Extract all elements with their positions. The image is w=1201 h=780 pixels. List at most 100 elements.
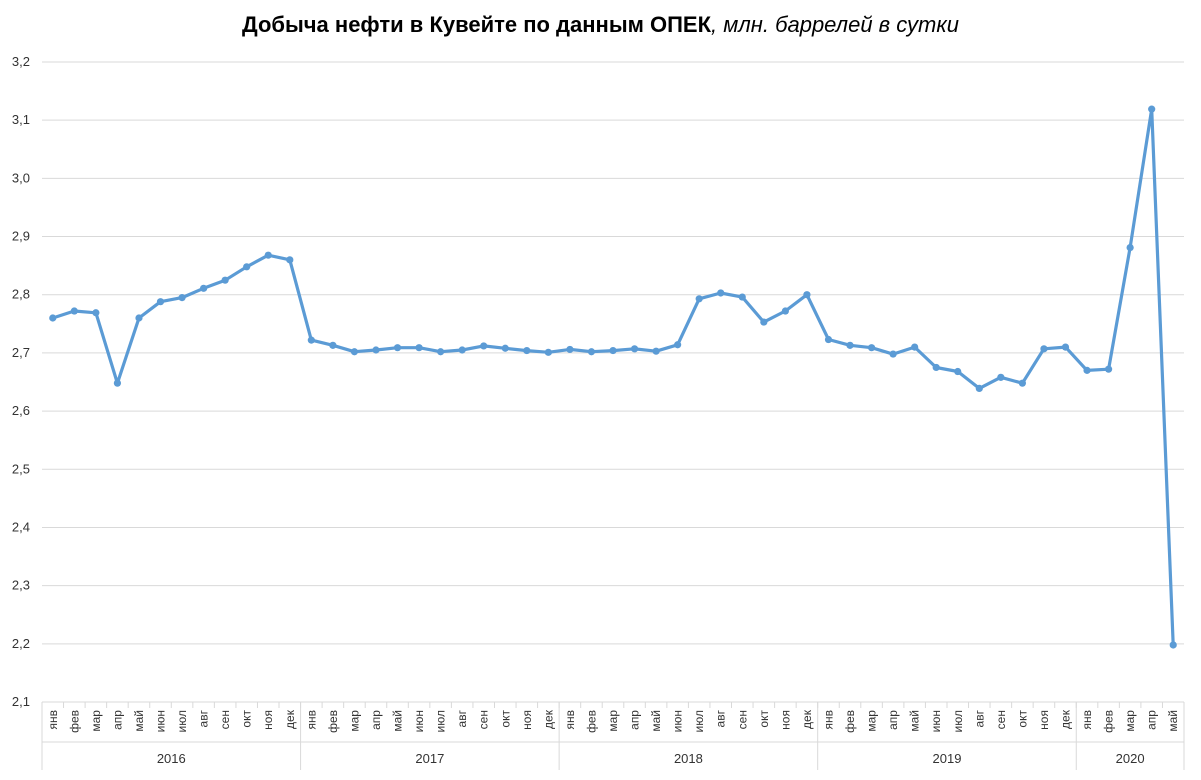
- y-axis: 2,1 2,2 2,3 2,4 2,5 2,6 2,7 2,8 2,9 3,0 3,1 3,2: [12, 54, 30, 709]
- data-point: [1040, 345, 1048, 353]
- data-point: [329, 341, 337, 349]
- x-tick-label: май: [908, 710, 922, 732]
- data-point: [587, 348, 596, 356]
- data-point: [911, 343, 919, 351]
- chart-title-unit: , млн. баррелей в сутки: [711, 12, 959, 37]
- data-point: [544, 348, 552, 356]
- data-point: [264, 251, 272, 259]
- x-tick-label: дек: [800, 709, 814, 729]
- x-tick-label: фев: [843, 710, 857, 733]
- x-tick-label: апр: [628, 710, 642, 730]
- data-point: [652, 347, 660, 355]
- y-tick-label: 2,6: [12, 403, 30, 418]
- data-point: [1126, 244, 1134, 252]
- x-tick-label: сен: [735, 710, 749, 729]
- x-tick-label: фев: [326, 710, 340, 733]
- data-point: [975, 384, 983, 392]
- data-point: [156, 298, 165, 306]
- y-tick-label: 2,3: [12, 578, 30, 593]
- y-tick-label: 2,1: [12, 694, 30, 709]
- x-tick-label: дек: [541, 709, 555, 729]
- x-tick-label: май: [1166, 710, 1180, 732]
- data-point: [501, 344, 509, 352]
- x-tick-label: мар: [865, 710, 879, 732]
- x-tick-label: ноя: [1037, 710, 1051, 730]
- y-tick-label: 2,7: [12, 345, 30, 360]
- year-label: 2017: [415, 751, 444, 766]
- x-tick-label: янв: [821, 710, 835, 730]
- x-tick-label: фев: [67, 710, 81, 733]
- x-tick-label: июл: [692, 710, 706, 732]
- data-point: [178, 294, 186, 302]
- x-tick-label: авг: [972, 709, 986, 727]
- y-tick-label: 2,5: [12, 461, 30, 476]
- x-tick-label: авг: [714, 709, 728, 727]
- x-tick-label: ноя: [520, 710, 534, 730]
- x-tick-label: дек: [1058, 709, 1072, 729]
- x-tick-label: фев: [584, 710, 598, 733]
- x-tick-label: апр: [110, 710, 124, 730]
- data-point: [221, 276, 229, 284]
- x-tick-label: апр: [369, 710, 383, 730]
- data-point: [307, 336, 315, 344]
- x-tick-label: фев: [1102, 710, 1116, 733]
- data-point: [113, 379, 122, 387]
- x-tick-label: май: [132, 710, 146, 732]
- y-tick-label: 2,2: [12, 636, 30, 651]
- x-tick-label: окт: [757, 710, 771, 728]
- x-tick-label: сен: [218, 710, 232, 729]
- x-tick-label: июл: [951, 710, 965, 732]
- x-tick-label: июн: [154, 710, 168, 732]
- data-point: [803, 291, 811, 299]
- data-point: [630, 345, 639, 353]
- data-point: [889, 350, 897, 358]
- x-tick-label: мар: [606, 710, 620, 732]
- data-point: [674, 341, 682, 349]
- x-tick-label: сен: [477, 710, 491, 729]
- data-point: [997, 373, 1005, 381]
- x-tick-label: янв: [304, 710, 318, 730]
- x-tick-label: июн: [671, 710, 685, 732]
- data-point: [286, 256, 294, 264]
- chart-title: Добыча нефти в Кувейте по данным ОПЕК, м…: [0, 12, 1201, 38]
- y-tick-label: 3,0: [12, 170, 30, 185]
- data-point: [954, 367, 962, 376]
- year-label: 2016: [157, 751, 186, 766]
- y-tick-label: 2,4: [12, 519, 30, 534]
- x-tick-label: сен: [994, 710, 1008, 729]
- x-tick-label: янв: [563, 710, 577, 730]
- data-point: [609, 346, 617, 355]
- data-point: [49, 314, 57, 322]
- x-tick-label: июл: [434, 710, 448, 732]
- x-tick-label: ноя: [778, 710, 792, 730]
- x-tick-label: апр: [886, 710, 900, 730]
- data-point: [70, 307, 78, 315]
- x-tick-label: дек: [283, 709, 297, 729]
- x-axis: янв фев мар апр май июн июл авг сен окт ноя дек янв ф…: [41, 701, 1185, 770]
- data-point: [523, 346, 531, 355]
- x-tick-label: авг: [455, 709, 469, 727]
- data-point: [350, 348, 359, 356]
- data-point: [458, 346, 466, 354]
- data-point: [1061, 343, 1070, 351]
- x-tick-label: окт: [498, 710, 512, 728]
- data-point: [243, 263, 251, 271]
- data-point: [738, 293, 746, 301]
- data-point: [717, 289, 725, 297]
- data-point: [867, 344, 876, 352]
- data-point: [1083, 366, 1091, 374]
- data-point: [1104, 365, 1113, 373]
- x-tick-label: мар: [1123, 710, 1137, 732]
- data-point: [1018, 379, 1026, 387]
- series-line: [51, 107, 1175, 647]
- x-tick-label: апр: [1145, 710, 1159, 730]
- y-tick-label: 3,1: [12, 112, 30, 127]
- data-point: [824, 335, 833, 344]
- data-point: [695, 295, 703, 303]
- x-tick-label: мар: [89, 710, 103, 732]
- x-tick-label: янв: [1080, 710, 1094, 730]
- x-tick-label: окт: [1015, 710, 1029, 728]
- x-tick-label: май: [649, 710, 663, 732]
- data-point: [1169, 641, 1177, 649]
